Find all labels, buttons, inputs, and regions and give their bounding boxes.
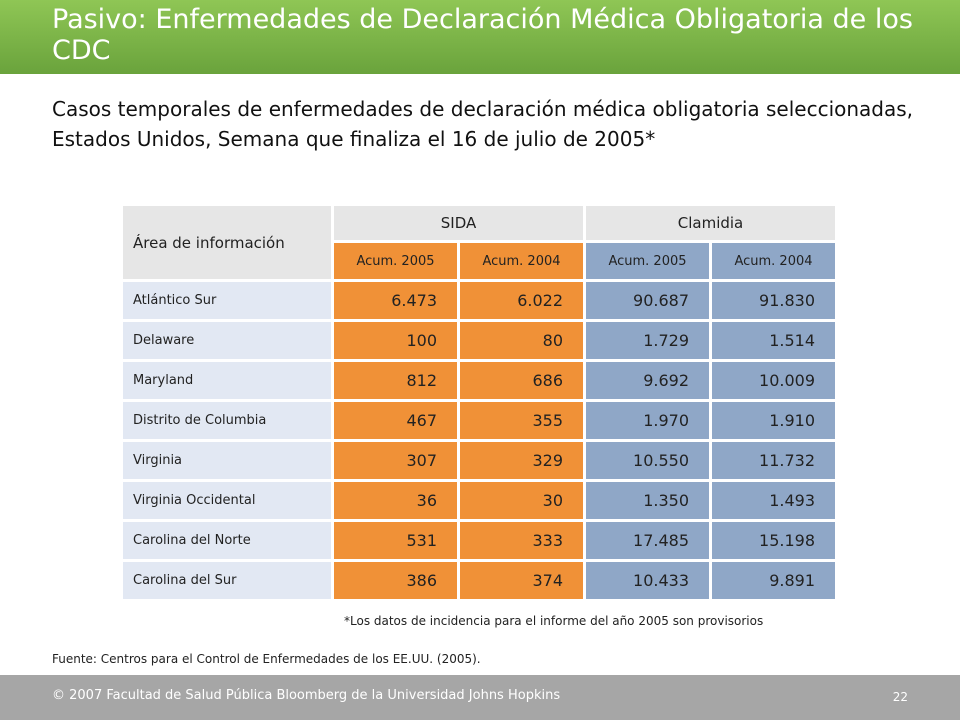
- area-column-header: Área de información: [123, 206, 331, 279]
- clamidia-2005-cell: 9.692: [586, 362, 709, 399]
- clamidia-2004-cell: 15.198: [712, 522, 835, 559]
- area-cell: Carolina del Norte: [123, 522, 331, 559]
- table-row: Maryland 812 686 9.692 10.009: [123, 362, 835, 399]
- clamidia-2005-cell: 1.729: [586, 322, 709, 359]
- sida-2005-cell: 812: [334, 362, 457, 399]
- sida-2004-cell: 30: [460, 482, 583, 519]
- table-row: Delaware 100 80 1.729 1.514: [123, 322, 835, 359]
- clamidia-2005-cell: 90.687: [586, 282, 709, 319]
- clamidia-2004-cell: 1.493: [712, 482, 835, 519]
- sida-2004-cell: 329: [460, 442, 583, 479]
- clamidia-2004-cell: 11.732: [712, 442, 835, 479]
- clamidia-2004-cell: 9.891: [712, 562, 835, 599]
- sida-2004-cell: 355: [460, 402, 583, 439]
- sida-2004-cell: 686: [460, 362, 583, 399]
- sida-2004-cell: 6.022: [460, 282, 583, 319]
- slide-subtitle: Casos temporales de enfermedades de decl…: [52, 97, 914, 151]
- area-cell: Virginia: [123, 442, 331, 479]
- data-table: Área de información SIDA Clamidia Acum. …: [120, 203, 838, 602]
- sida-2005-cell: 531: [334, 522, 457, 559]
- page-number: 22: [892, 690, 908, 704]
- clamidia-group-header: Clamidia: [586, 206, 835, 240]
- clamidia-2004-header: Acum. 2004: [712, 243, 835, 279]
- table-row: Distrito de Columbia 467 355 1.970 1.910: [123, 402, 835, 439]
- clamidia-2005-cell: 17.485: [586, 522, 709, 559]
- clamidia-2004-cell: 10.009: [712, 362, 835, 399]
- sida-2004-cell: 80: [460, 322, 583, 359]
- subheader-row: Acum. 2005 Acum. 2004 Acum. 2005 Acum. 2…: [123, 243, 835, 279]
- sida-group-header: SIDA: [334, 206, 583, 240]
- source-note: Fuente: Centros para el Control de Enfer…: [52, 652, 481, 666]
- table-row: Virginia 307 329 10.550 11.732: [123, 442, 835, 479]
- slide-title: Pasivo: Enfermedades de Declaración Médi…: [52, 4, 913, 66]
- title-bar: Pasivo: Enfermedades de Declaración Médi…: [0, 0, 960, 74]
- table-row: Virginia Occidental 36 30 1.350 1.493: [123, 482, 835, 519]
- copyright-text: © 2007 Facultad de Salud Pública Bloombe…: [52, 688, 561, 703]
- sida-2004-header: Acum. 2004: [460, 243, 583, 279]
- clamidia-2004-cell: 1.910: [712, 402, 835, 439]
- sida-2005-cell: 36: [334, 482, 457, 519]
- sida-2005-cell: 467: [334, 402, 457, 439]
- clamidia-2005-cell: 1.350: [586, 482, 709, 519]
- table-footnote: *Los datos de incidencia para el informe…: [344, 614, 764, 628]
- footer-bar: © 2007 Facultad de Salud Pública Bloombe…: [0, 675, 960, 720]
- area-cell: Virginia Occidental: [123, 482, 331, 519]
- sida-2005-cell: 6.473: [334, 282, 457, 319]
- clamidia-2005-cell: 10.433: [586, 562, 709, 599]
- sida-2004-cell: 374: [460, 562, 583, 599]
- area-cell: Distrito de Columbia: [123, 402, 331, 439]
- clamidia-2005-cell: 10.550: [586, 442, 709, 479]
- sida-2005-cell: 100: [334, 322, 457, 359]
- area-cell: Delaware: [123, 322, 331, 359]
- table-row: Carolina del Sur 386 374 10.433 9.891: [123, 562, 835, 599]
- table-row: Atlántico Sur 6.473 6.022 90.687 91.830: [123, 282, 835, 319]
- group-header-row: Área de información SIDA Clamidia: [123, 206, 835, 279]
- sida-2004-cell: 333: [460, 522, 583, 559]
- area-cell: Atlántico Sur: [123, 282, 331, 319]
- sida-2005-cell: 307: [334, 442, 457, 479]
- clamidia-2004-cell: 1.514: [712, 322, 835, 359]
- area-cell: Carolina del Sur: [123, 562, 331, 599]
- clamidia-2004-cell: 91.830: [712, 282, 835, 319]
- clamidia-2005-cell: 1.970: [586, 402, 709, 439]
- area-cell: Maryland: [123, 362, 331, 399]
- table-row: Carolina del Norte 531 333 17.485 15.198: [123, 522, 835, 559]
- sida-2005-cell: 386: [334, 562, 457, 599]
- sida-2005-header: Acum. 2005: [334, 243, 457, 279]
- clamidia-2005-header: Acum. 2005: [586, 243, 709, 279]
